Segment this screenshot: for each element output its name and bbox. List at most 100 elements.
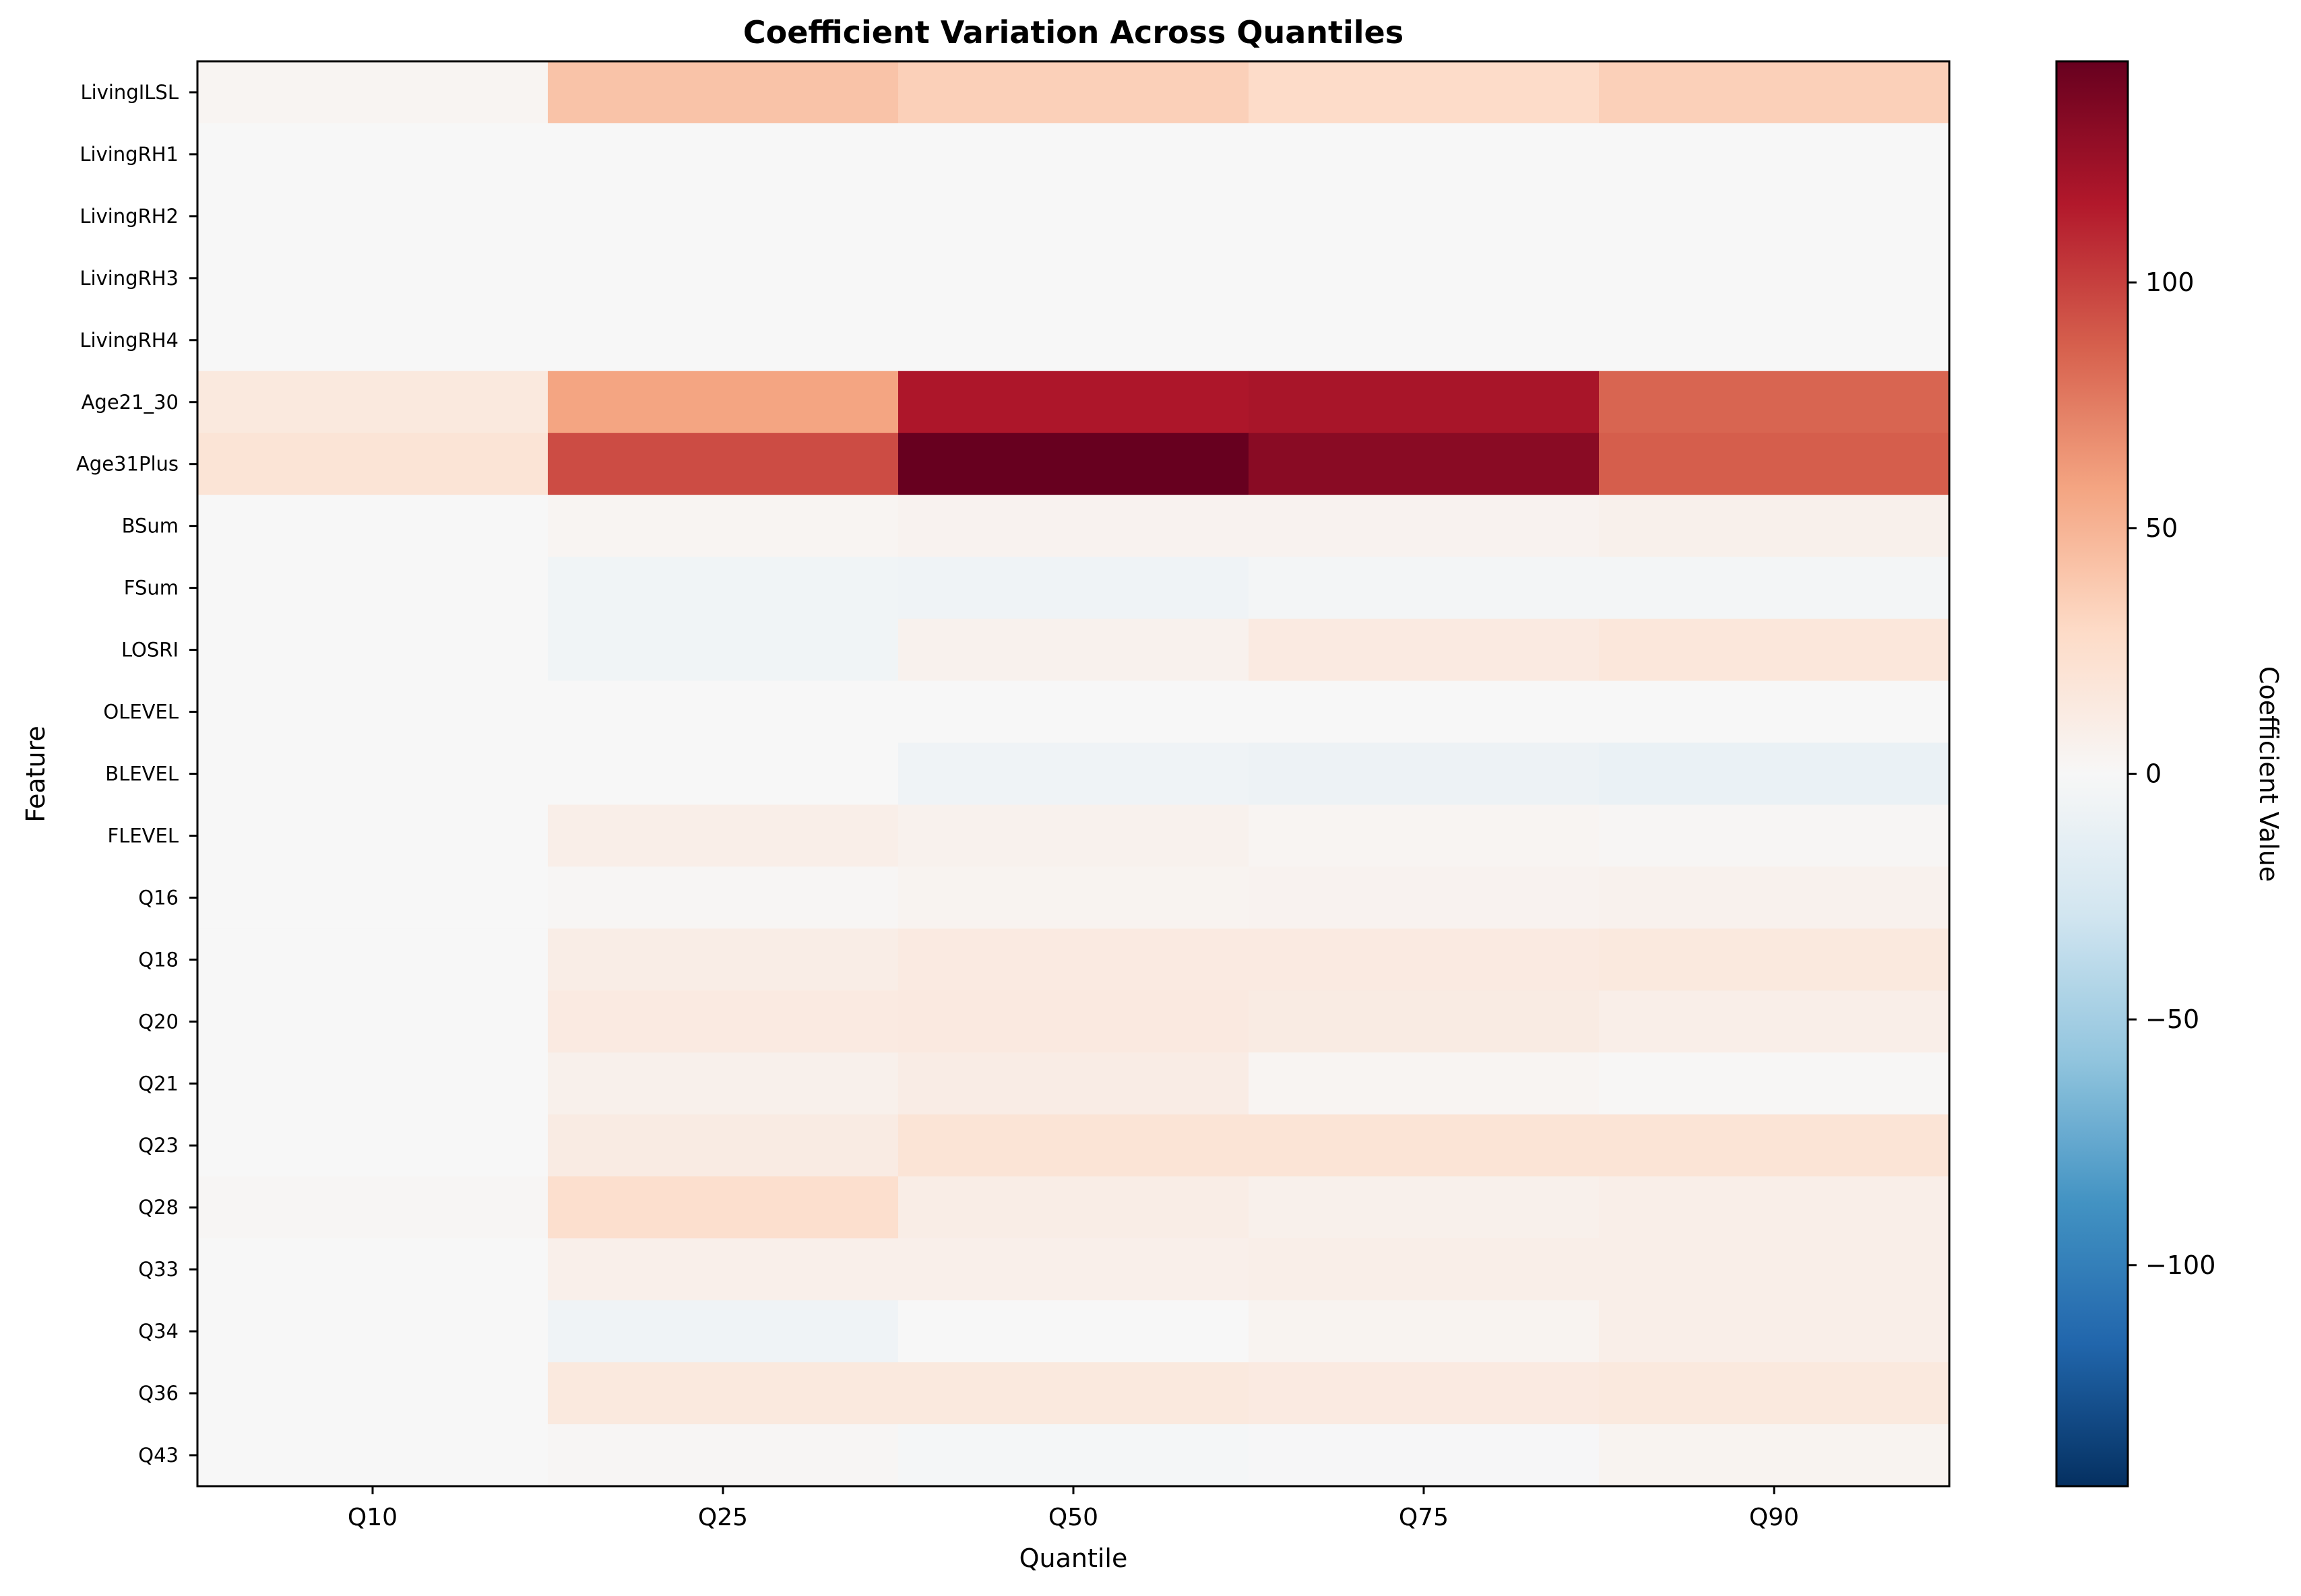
colorbar-tick-label: 100 (2145, 267, 2195, 297)
heatmap-cell (1249, 680, 1600, 744)
heatmap-cell (197, 990, 548, 1053)
heatmap-cell (1249, 371, 1600, 434)
heatmap-cell (898, 1052, 1249, 1115)
heatmap-cell (1249, 123, 1600, 186)
y-tick-label: Q36 (138, 1382, 179, 1405)
heatmap-cell (1249, 928, 1600, 991)
heatmap-cell (898, 1362, 1249, 1425)
heatmap-cell (197, 123, 548, 186)
y-tick-label: LivingILSL (81, 81, 179, 104)
heatmap-cell (548, 990, 899, 1053)
heatmap-cell (548, 123, 899, 186)
x-tick-label: Q75 (1399, 1504, 1449, 1531)
heatmap-cell (1249, 309, 1600, 372)
heatmap-cell (898, 433, 1249, 496)
heatmap-cell (898, 556, 1249, 620)
heatmap-cell (1249, 1424, 1600, 1487)
heatmap-cell (197, 185, 548, 248)
heatmap-cell (548, 742, 899, 806)
heatmap-cell (898, 804, 1249, 868)
heatmap-cell (1599, 494, 1950, 558)
heatmap-cell (548, 1052, 899, 1115)
heatmap-cell (197, 618, 548, 682)
y-tick-label: Age31Plus (76, 453, 179, 476)
heatmap-cell (197, 1362, 548, 1425)
heatmap-cell (1599, 1300, 1950, 1363)
heatmap-cell (1599, 1114, 1950, 1177)
heatmap-cell (898, 1300, 1249, 1363)
heatmap-cell (197, 433, 548, 496)
heatmap-cell (197, 1176, 548, 1239)
heatmap-cell (1249, 1114, 1600, 1177)
heatmap-cell (1599, 556, 1950, 620)
heatmap-cell (548, 680, 899, 744)
heatmap-cell (1249, 556, 1600, 620)
heatmap-cell (1599, 433, 1950, 496)
heatmap-cell (1599, 1238, 1950, 1301)
heatmap-cell (197, 804, 548, 868)
heatmap-cell (898, 185, 1249, 248)
heatmap-cell (1599, 928, 1950, 991)
heatmap-cell (548, 309, 899, 372)
x-tick-label: Q10 (348, 1504, 398, 1531)
heatmap-cell (1249, 247, 1600, 310)
heatmap-cell (898, 247, 1249, 310)
heatmap-cell (548, 61, 899, 124)
heatmap-cell (898, 742, 1249, 806)
heatmap-cell (197, 1424, 548, 1487)
heatmap-cell (197, 1300, 548, 1363)
heatmap-cell (1599, 247, 1950, 310)
heatmap-cell (548, 185, 899, 248)
colorbar-ticks: 100 50 0 −50 −100 (2128, 267, 2215, 1280)
x-tick-label: Q50 (1048, 1504, 1098, 1531)
heatmap-cell (1599, 680, 1950, 744)
y-tick-label: Q16 (138, 886, 179, 909)
y-tick-label: Q18 (138, 948, 179, 971)
heatmap-cell (898, 1176, 1249, 1239)
colorbar-tick-label: 0 (2145, 759, 2162, 789)
heatmap-cell (548, 433, 899, 496)
heatmap-cell (1249, 1176, 1600, 1239)
heatmap-cell (898, 1424, 1249, 1487)
heatmap-cell (898, 928, 1249, 991)
colorbar-tick-label: −50 (2145, 1004, 2199, 1034)
heatmap-cell (548, 1176, 899, 1239)
heatmap-cell (898, 866, 1249, 929)
heatmap-cell (898, 1238, 1249, 1301)
heatmap-cell (1599, 1052, 1950, 1115)
heatmap-cell (197, 61, 548, 124)
heatmap-cell (898, 309, 1249, 372)
colorbar-label: Coefficient Value (2254, 666, 2283, 882)
heatmap-cell (197, 928, 548, 991)
heatmap-cell (898, 494, 1249, 558)
heatmap-cell (548, 866, 899, 929)
heatmap-cell (1249, 433, 1600, 496)
heatmap-cell (1599, 61, 1950, 124)
heatmap-cell (197, 309, 548, 372)
heatmap-cell (898, 1114, 1249, 1177)
heatmap-cell (1599, 1176, 1950, 1239)
heatmap-cell (1249, 1052, 1600, 1115)
y-tick-label: Q43 (138, 1444, 179, 1467)
y-axis-label: Feature (21, 726, 51, 823)
heatmap-cell (1599, 1424, 1950, 1487)
heatmap-cell (1249, 1362, 1600, 1425)
heatmap-cell (197, 494, 548, 558)
heatmap-cell (1249, 1238, 1600, 1301)
heatmap-cell (1599, 371, 1950, 434)
y-tick-label: Q23 (138, 1134, 179, 1157)
y-tick-label: LivingRH4 (80, 329, 179, 352)
heatmap-cell (548, 1238, 899, 1301)
heatmap-cell (548, 1424, 899, 1487)
heatmap-cell (1599, 618, 1950, 682)
heatmap-cell (548, 556, 899, 620)
y-tick-label: FSum (124, 577, 179, 600)
heatmap-cell (548, 1300, 899, 1363)
heatmap-cell (197, 371, 548, 434)
heatmap-cell (197, 1114, 548, 1177)
y-tick-label: Q33 (138, 1258, 179, 1281)
y-axis-ticks: LivingILSL LivingRH1 LivingRH2 LivingRH3 Liv… (76, 81, 197, 1467)
heatmap-cell (1599, 185, 1950, 248)
heatmap-cell (197, 247, 548, 310)
